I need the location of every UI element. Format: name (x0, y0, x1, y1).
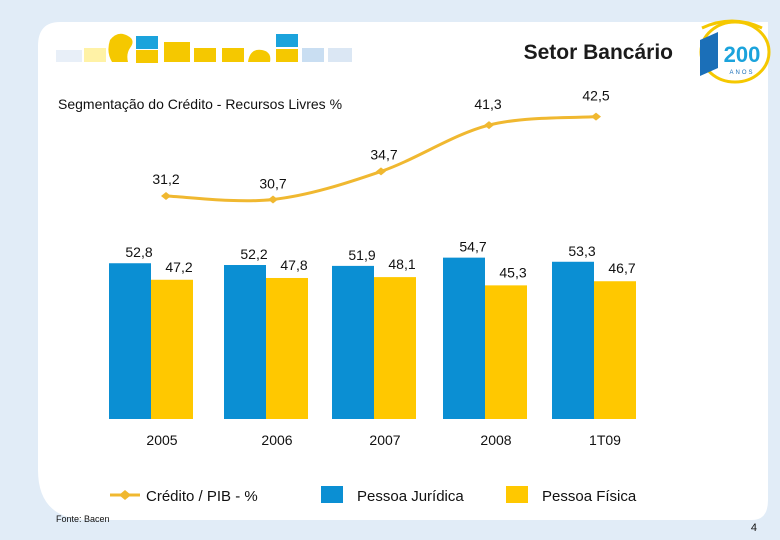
bar-pessoa-fisica-1T09 (594, 281, 636, 419)
label-credit-gdp-2006: 30,7 (259, 176, 286, 192)
x-tick-label-2007: 2007 (369, 432, 400, 448)
bar-pessoa-fisica-2005 (151, 279, 193, 419)
label-pessoa-fisica-2006: 47,8 (280, 257, 307, 273)
bar-pessoa-juridica-2005 (109, 263, 151, 419)
credit-gdp-point-2007 (376, 167, 386, 176)
legend-item-credito-pib: Crédito / PIB - % (110, 488, 258, 505)
bar-pessoa-juridica-1T09 (552, 261, 594, 419)
bar-pessoa-fisica-2006 (266, 277, 308, 419)
legend-item-pessoa-fisica: Pessoa Física (506, 486, 637, 505)
label-credit-gdp-2005: 31,2 (152, 171, 179, 187)
bar-pessoa-juridica-2007 (332, 265, 374, 419)
legend-swatch-pessoa-fisica (506, 486, 528, 503)
label-pessoa-juridica-2006: 52,2 (240, 246, 267, 262)
x-tick-label-1T09: 1T09 (589, 432, 621, 448)
label-credit-gdp-1T09: 42,5 (582, 88, 609, 104)
legend-label-pessoa-juridica: Pessoa Jurídica (357, 488, 464, 505)
x-tick-label-2005: 2005 (146, 432, 177, 448)
legend: Crédito / PIB - % Pessoa Jurídica Pessoa… (110, 486, 637, 505)
label-pessoa-juridica-2007: 51,9 (348, 247, 375, 263)
credit-gdp-point-2006 (268, 195, 278, 204)
label-pessoa-fisica-2008: 45,3 (499, 264, 526, 280)
chart-subtitle: Segmentação do Crédito - Recursos Livres… (58, 96, 342, 112)
page-number: 4 (751, 522, 757, 534)
anniversary-badge-icon: 200 ANOS (699, 19, 771, 84)
label-pessoa-fisica-2007: 48,1 (388, 256, 415, 272)
bar-pessoa-fisica-2008 (485, 285, 527, 419)
legend-label-credito-pib: Crédito / PIB - % (146, 488, 258, 505)
legend-label-pessoa-fisica: Pessoa Física (542, 488, 637, 505)
credit-gdp-point-2008 (484, 121, 494, 130)
badge-number: 200 (724, 42, 761, 67)
x-tick-label-2006: 2006 (261, 432, 292, 448)
logo-graphic (56, 33, 352, 63)
label-pessoa-juridica-2008: 54,7 (459, 239, 486, 255)
label-pessoa-fisica-1T09: 46,7 (608, 260, 635, 276)
badge-caption: ANOS (729, 70, 754, 76)
credit-gdp-point-2005 (161, 192, 171, 200)
label-pessoa-fisica-2005: 47,2 (165, 259, 192, 275)
bars-layer (109, 257, 636, 419)
page-title: Setor Bancário (524, 41, 673, 64)
bar-pessoa-juridica-2006 (224, 265, 266, 419)
credit-gdp-point-1T09 (591, 112, 601, 121)
label-pessoa-juridica-2005: 52,8 (125, 244, 152, 260)
legend-swatch-pessoa-juridica (321, 486, 343, 503)
bar-pessoa-juridica-2008 (443, 257, 485, 419)
legend-item-pessoa-juridica: Pessoa Jurídica (321, 486, 464, 505)
x-axis-labels: 2005 2006 2007 2008 1T09 (146, 432, 621, 448)
label-credit-gdp-2007: 34,7 (370, 146, 397, 162)
x-tick-label-2008: 2008 (480, 432, 511, 448)
credit-gdp-line (161, 112, 601, 204)
bar-pessoa-fisica-2007 (374, 277, 416, 419)
label-pessoa-juridica-1T09: 53,3 (568, 243, 595, 259)
labels-layer: 52,8 47,2 52,2 47,8 51,9 48,1 54,7 45,3 53,3 46,7… (125, 88, 635, 281)
label-credit-gdp-2008: 41,3 (474, 96, 501, 112)
source-note: Fonte: Bacen (56, 514, 110, 524)
